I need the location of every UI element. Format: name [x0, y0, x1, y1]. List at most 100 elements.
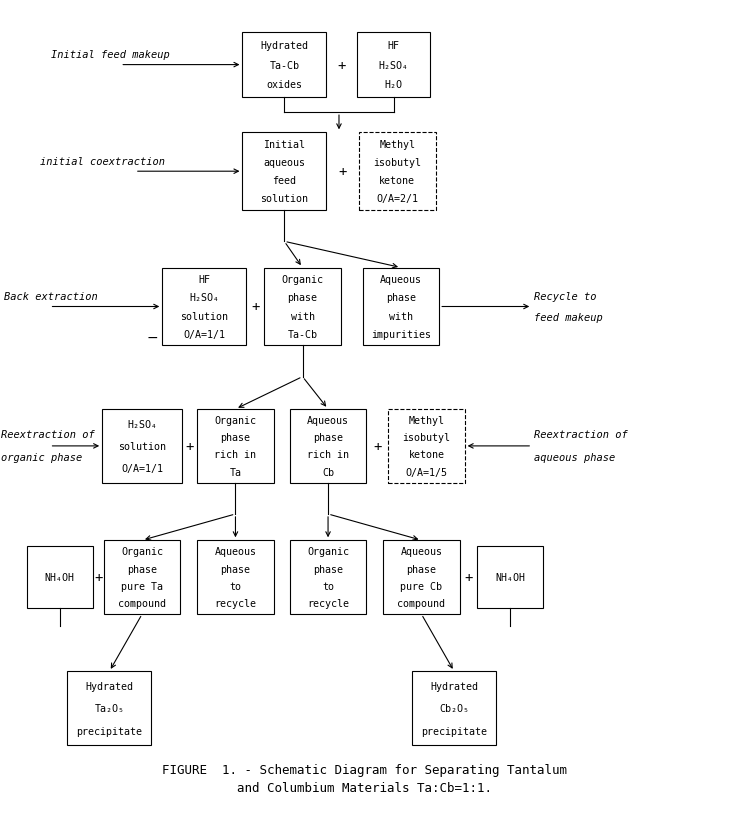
- Bar: [383, 541, 459, 614]
- Text: recycle: recycle: [214, 598, 257, 608]
- Text: H₂SO₄: H₂SO₄: [378, 61, 409, 70]
- Text: +: +: [94, 570, 102, 585]
- Text: +: +: [338, 165, 347, 179]
- Text: Organic: Organic: [281, 275, 324, 285]
- Bar: [290, 541, 367, 614]
- Bar: [413, 672, 496, 745]
- Text: FIGURE  1. - Schematic Diagram for Separating Tantalum: FIGURE 1. - Schematic Diagram for Separa…: [162, 763, 567, 776]
- Text: Organic: Organic: [214, 416, 257, 426]
- Bar: [162, 269, 246, 346]
- Text: with: with: [291, 311, 314, 321]
- Text: solution: solution: [180, 311, 228, 321]
- Text: isobutyl: isobutyl: [373, 158, 421, 168]
- Text: rich in: rich in: [307, 450, 349, 460]
- Text: pure Ta: pure Ta: [121, 581, 163, 591]
- Text: Aqueous: Aqueous: [380, 275, 422, 285]
- Text: NH₄OH: NH₄OH: [495, 572, 526, 582]
- Bar: [197, 410, 274, 483]
- Text: oxides: oxides: [266, 80, 303, 90]
- Bar: [242, 33, 327, 98]
- Bar: [27, 547, 93, 608]
- Text: Back extraction: Back extraction: [4, 292, 98, 301]
- Text: +: +: [251, 300, 260, 314]
- Text: Methyl: Methyl: [379, 140, 416, 150]
- Text: H₂SO₄: H₂SO₄: [189, 293, 219, 303]
- Text: aqueous: aqueous: [263, 158, 305, 168]
- Text: phase: phase: [127, 563, 157, 574]
- Text: Hydrated: Hydrated: [260, 41, 308, 51]
- Text: phase: phase: [287, 293, 318, 303]
- Text: O/A=1/1: O/A=1/1: [183, 329, 225, 339]
- Text: Cb₂O₅: Cb₂O₅: [439, 704, 469, 713]
- Text: Reextraction of: Reextraction of: [534, 429, 628, 439]
- Bar: [197, 541, 274, 614]
- Text: Methyl: Methyl: [408, 416, 445, 426]
- Text: phase: phase: [220, 563, 251, 574]
- Text: organic phase: organic phase: [1, 452, 82, 462]
- Text: pure Cb: pure Cb: [400, 581, 443, 591]
- Bar: [359, 133, 435, 210]
- Text: solution: solution: [118, 441, 166, 451]
- Text: Initial: Initial: [263, 140, 305, 150]
- Text: feed: feed: [273, 176, 296, 186]
- Text: −: −: [147, 331, 158, 345]
- Text: feed makeup: feed makeup: [534, 313, 603, 323]
- Text: Aqueous: Aqueous: [307, 416, 349, 426]
- Text: O/A=1/1: O/A=1/1: [121, 464, 163, 473]
- Text: aqueous phase: aqueous phase: [534, 452, 615, 462]
- Text: Recycle to: Recycle to: [534, 292, 597, 301]
- Text: compound: compound: [118, 598, 166, 608]
- Text: solution: solution: [260, 194, 308, 204]
- Text: phase: phase: [220, 432, 251, 443]
- Text: Ta-Cb: Ta-Cb: [269, 61, 300, 70]
- Text: phase: phase: [313, 432, 343, 443]
- Bar: [357, 33, 430, 98]
- Bar: [388, 410, 464, 483]
- Text: Aqueous: Aqueous: [214, 547, 257, 557]
- Bar: [477, 547, 543, 608]
- Text: Organic: Organic: [307, 547, 349, 557]
- Text: Ta₂O₅: Ta₂O₅: [94, 704, 125, 713]
- Bar: [104, 541, 181, 614]
- Text: H₂SO₄: H₂SO₄: [127, 419, 157, 429]
- Text: isobutyl: isobutyl: [402, 432, 451, 443]
- Text: H₂O: H₂O: [385, 80, 402, 90]
- Bar: [242, 133, 327, 210]
- Text: ketone: ketone: [379, 176, 416, 186]
- Text: phase: phase: [386, 293, 416, 303]
- Text: compound: compound: [397, 598, 445, 608]
- Bar: [67, 672, 152, 745]
- Bar: [363, 269, 439, 346]
- Text: impurities: impurities: [371, 329, 431, 339]
- Text: precipitate: precipitate: [77, 726, 142, 735]
- Text: O/A=1/5: O/A=1/5: [405, 467, 448, 477]
- Text: with: with: [389, 311, 413, 321]
- Text: phase: phase: [313, 563, 343, 574]
- Text: Hydrated: Hydrated: [430, 681, 478, 691]
- Text: Ta: Ta: [230, 467, 241, 477]
- Text: O/A=2/1: O/A=2/1: [376, 194, 418, 204]
- Text: Cb: Cb: [322, 467, 334, 477]
- Text: initial coextraction: initial coextraction: [40, 156, 165, 166]
- Text: Organic: Organic: [121, 547, 163, 557]
- Text: precipitate: precipitate: [421, 726, 487, 735]
- Text: Hydrated: Hydrated: [85, 681, 133, 691]
- Text: ketone: ketone: [408, 450, 445, 460]
- Text: recycle: recycle: [307, 598, 349, 608]
- Bar: [264, 269, 340, 346]
- Text: +: +: [373, 439, 381, 454]
- Text: Aqueous: Aqueous: [400, 547, 443, 557]
- Text: and Columbium Materials Ta:Cb=1:1.: and Columbium Materials Ta:Cb=1:1.: [237, 781, 492, 794]
- Text: HF: HF: [388, 41, 399, 51]
- Text: rich in: rich in: [214, 450, 257, 460]
- Text: +: +: [186, 439, 194, 454]
- Bar: [102, 410, 182, 483]
- Text: phase: phase: [406, 563, 437, 574]
- Text: NH₄OH: NH₄OH: [44, 572, 75, 582]
- Text: Reextraction of: Reextraction of: [1, 429, 95, 439]
- Bar: [290, 410, 367, 483]
- Text: to: to: [230, 581, 241, 591]
- Text: Initial feed makeup: Initial feed makeup: [51, 50, 170, 60]
- Text: HF: HF: [198, 275, 210, 285]
- Text: +: +: [464, 570, 472, 585]
